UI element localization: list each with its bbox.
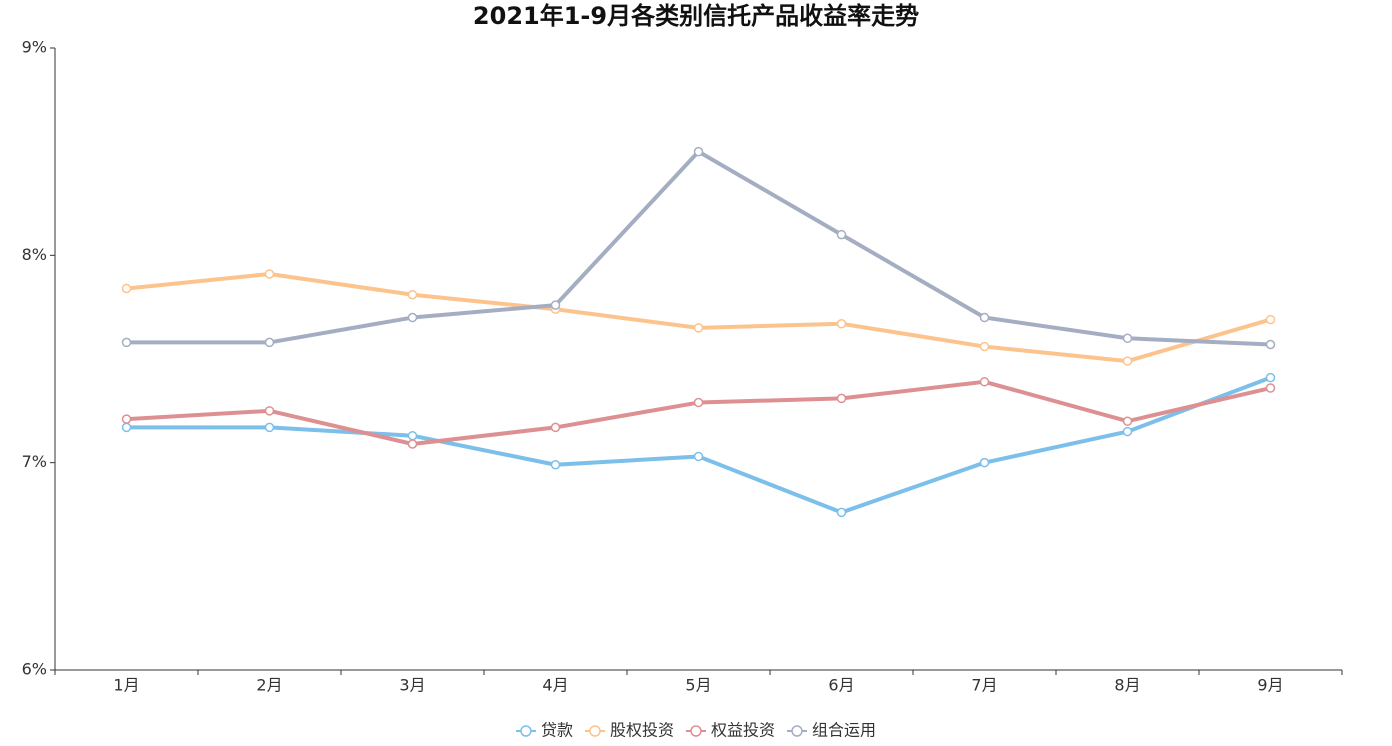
data-point [836, 393, 847, 404]
data-point [1265, 339, 1276, 350]
legend: 贷款 股权投资 权益投资 组合运用 [515, 721, 876, 740]
data-point [121, 283, 132, 294]
data-point [1265, 314, 1276, 325]
x-tick-label: 1月 [113, 676, 139, 695]
data-point [1265, 383, 1276, 393]
data-point [407, 312, 418, 323]
data-point [407, 289, 418, 300]
x-tick-label: 4月 [542, 676, 568, 695]
data-point [264, 406, 275, 416]
data-point [121, 337, 132, 348]
x-tick-label: 5月 [685, 676, 711, 695]
legend-marker [520, 725, 532, 737]
data-point [550, 300, 561, 310]
data-point [264, 337, 275, 348]
series-line [126, 271, 1272, 364]
data-point [693, 451, 704, 462]
legend-label: 组合运用 [812, 721, 876, 740]
y-tick-label: 9% [22, 38, 47, 57]
data-point [264, 422, 275, 433]
x-tick-label: 9月 [1257, 676, 1283, 695]
y-tick-label: 8% [22, 245, 47, 264]
data-point [1122, 333, 1133, 344]
data-point [979, 377, 990, 387]
legend-marker [690, 725, 702, 737]
x-tick-label: 6月 [828, 676, 854, 695]
data-point [407, 430, 418, 441]
data-point [1265, 372, 1276, 383]
data-point [264, 269, 275, 279]
data-point [407, 439, 418, 449]
data-point [979, 457, 990, 468]
series-line [126, 149, 1271, 347]
data-point [836, 507, 847, 518]
data-point [836, 229, 847, 240]
data-point [693, 323, 704, 333]
data-point [121, 414, 132, 424]
data-point [1122, 426, 1133, 437]
data-point [1122, 416, 1133, 426]
data-point [693, 397, 704, 408]
chart-title: 2021年1-9月各类别信托产品收益率走势 [473, 2, 919, 30]
x-tick-label: 7月 [971, 676, 997, 695]
data-point [979, 312, 990, 323]
data-point [1122, 356, 1133, 366]
y-tick-label: 7% [22, 452, 47, 471]
data-point [550, 422, 561, 433]
data-point [550, 459, 561, 470]
x-tick-label: 3月 [399, 676, 425, 695]
legend-marker [589, 725, 601, 737]
data-point [121, 422, 132, 433]
x-tick-label: 2月 [256, 676, 282, 695]
data-point [979, 341, 990, 352]
legend-marker [791, 725, 803, 737]
series-line [126, 379, 1271, 447]
legend-label: 权益投资 [711, 721, 775, 740]
legend-label: 股权投资 [610, 721, 674, 740]
data-point [836, 319, 847, 329]
data-point [693, 146, 704, 157]
legend-label: 贷款 [541, 721, 573, 740]
y-tick-label: 6% [22, 660, 47, 679]
x-tick-label: 8月 [1114, 676, 1140, 695]
